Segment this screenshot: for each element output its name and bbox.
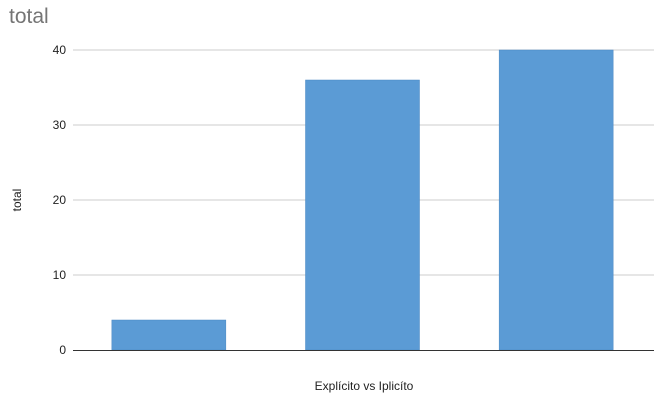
bar-3 bbox=[498, 49, 614, 351]
bars bbox=[111, 49, 614, 351]
x-axis-title: Explícito vs Iplicíto bbox=[315, 379, 414, 393]
y-tick-labels: 0 10 20 30 40 bbox=[53, 43, 67, 357]
y-tick-label: 30 bbox=[53, 118, 67, 132]
y-axis-title: total bbox=[10, 189, 24, 212]
chart-title: total bbox=[9, 5, 49, 28]
y-tick-label: 20 bbox=[53, 193, 67, 207]
y-tick-label: 40 bbox=[53, 43, 67, 57]
y-tick-label: 10 bbox=[53, 268, 67, 282]
bar-1 bbox=[111, 319, 227, 351]
bar-2 bbox=[305, 79, 420, 351]
y-tick-label: 0 bbox=[59, 343, 66, 357]
